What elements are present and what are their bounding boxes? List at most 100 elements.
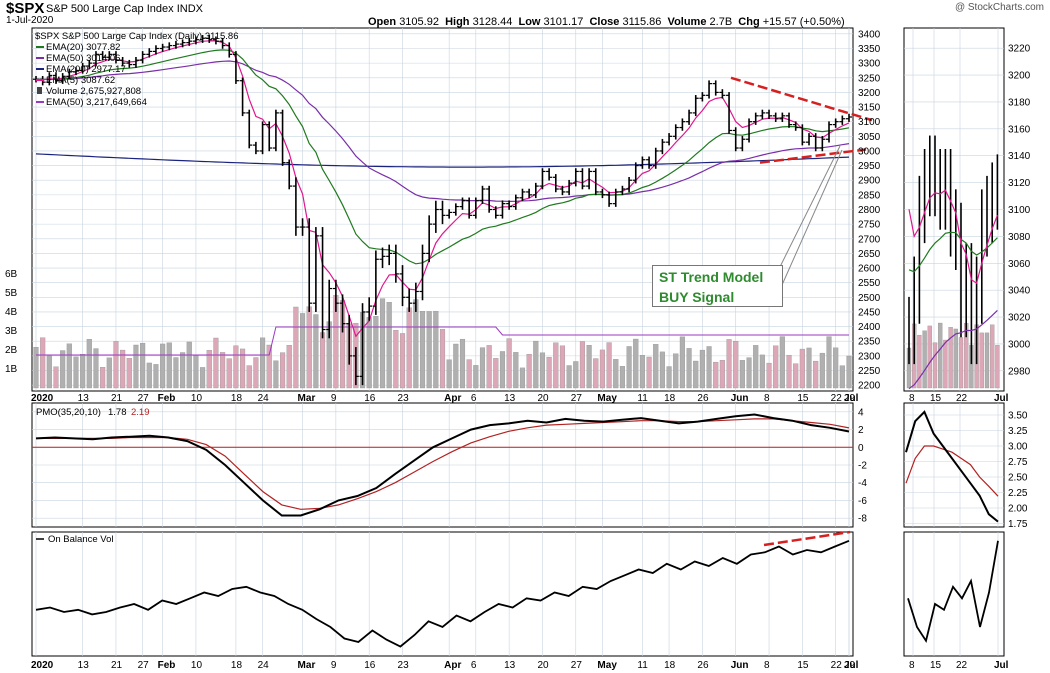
volume-bar — [559, 345, 566, 389]
volume-bar — [86, 339, 92, 389]
date-tick-label: May — [597, 660, 617, 671]
volume-bar — [539, 352, 546, 389]
volume-bar — [686, 348, 692, 389]
date-tick-label: 10 — [191, 660, 203, 671]
volume-bar — [226, 358, 232, 389]
date-tick-label: 22 — [831, 393, 843, 404]
inset-volume-bar — [938, 322, 943, 389]
inset-tick-label: 3040 — [1008, 286, 1031, 297]
volume-bar — [120, 349, 126, 389]
volume-bar — [273, 360, 279, 389]
volume-bar — [659, 351, 665, 389]
price-tick-label: 2800 — [858, 205, 881, 216]
date-tick-label: 29 — [844, 393, 856, 404]
price-tick-label: 2900 — [858, 176, 881, 187]
callout-line2: BUY Signal — [659, 289, 735, 305]
inset-volume-bar — [922, 330, 927, 389]
price-tick-label: 2550 — [858, 278, 881, 289]
volume-bar — [319, 332, 326, 389]
volume-bar — [846, 355, 852, 389]
date-tick-label: 16 — [364, 393, 376, 404]
date-tick-label: 9 — [331, 393, 337, 404]
inset-tick-label: 3140 — [1008, 151, 1031, 162]
volume-bar — [459, 338, 466, 389]
volume-bar — [499, 351, 506, 389]
volume-bar — [180, 352, 186, 389]
price-tick-label: 3400 — [858, 29, 881, 40]
pmo-tick-label: 2 — [858, 425, 864, 436]
date-tick-label: 16 — [364, 660, 376, 671]
price-legend: $SPX S&P 500 Large Cap Index (Daily) 311… — [35, 31, 239, 108]
obv-trendline — [763, 530, 851, 547]
pmo-tick-label: -8 — [858, 514, 867, 525]
obv-legend-label: On Balance Vol — [48, 534, 114, 545]
price-tick-label: 2500 — [858, 293, 881, 304]
volume-tick-label: 3B — [5, 326, 18, 337]
volume-bar — [113, 341, 119, 389]
volume-bar — [173, 357, 179, 389]
volume-bar — [599, 349, 605, 389]
price-tick-label: 3100 — [858, 117, 881, 128]
date-tick-label: 20 — [537, 660, 549, 671]
inset-volume-bar — [953, 328, 958, 389]
volume-bar — [753, 345, 759, 389]
volume-bar — [619, 366, 625, 389]
pmo-tick-label: -2 — [858, 461, 867, 472]
date-tick-label: Jun — [731, 393, 749, 404]
inset-ema50-line — [908, 309, 998, 390]
volume-bar — [439, 329, 446, 389]
volume-bar — [579, 341, 585, 389]
date-tick-label: 27 — [138, 393, 150, 404]
inset-ema20-line — [908, 231, 998, 273]
date-tick-label: 11 — [637, 660, 648, 671]
volume-tick-label: 1B — [5, 364, 18, 375]
volume-bar — [693, 360, 699, 389]
volume-bar — [713, 361, 719, 389]
inset-volume-bar — [943, 339, 948, 389]
date-tick-label: 13 — [504, 660, 516, 671]
date-tick-label: 18 — [664, 660, 676, 671]
symbol-description: S&P 500 Large Cap Index INDX — [46, 3, 203, 15]
volume-bar — [206, 350, 212, 389]
volume-bar — [566, 365, 572, 389]
inset-tick-label: 3060 — [1008, 259, 1031, 270]
price-tick-label: 2750 — [858, 220, 881, 231]
inset-pmo-tick: 2.75 — [1008, 457, 1028, 468]
inset-marks — [905, 135, 1000, 644]
date-tick-label: 27 — [138, 660, 150, 671]
volume-bar — [786, 354, 792, 389]
volume-bar — [106, 357, 112, 389]
volume-bar — [759, 354, 765, 389]
legend-volume-ema: EMA(50) 3,217,649,664 — [46, 97, 147, 108]
volume-bar — [819, 352, 825, 389]
callout-line1: ST Trend Model — [659, 269, 764, 285]
inset-pmo-signal-line — [905, 445, 999, 497]
inset-date-label: 22 — [956, 393, 968, 404]
volume-bar — [366, 317, 372, 389]
inset-tick-label: 3200 — [1008, 71, 1031, 82]
volume-bar — [766, 362, 772, 389]
date-tick-label: Jul — [844, 660, 859, 671]
date-tick-label: 8 — [764, 660, 770, 671]
date-tick-label: Apr — [444, 660, 461, 671]
pmo-legend-signal: 2.19 — [131, 407, 150, 418]
inset-date-label: Jul — [994, 393, 1009, 404]
volume-bar — [46, 355, 52, 389]
date-tick-label: 15 — [797, 393, 809, 404]
inset-volume-bar — [927, 325, 932, 389]
inset-pmo-tick: 3.50 — [1008, 411, 1028, 422]
volume-bar — [666, 366, 672, 389]
inset-volume-bar — [932, 342, 938, 389]
date-tick-label: 6 — [471, 660, 477, 671]
obv-legend: On Balance Vol — [36, 534, 114, 545]
price-tick-label: 2700 — [858, 234, 881, 245]
inset-tick-label: 3220 — [1008, 44, 1031, 55]
inset-tick-label: 3180 — [1008, 97, 1031, 108]
price-tick-label: 3000 — [858, 146, 881, 157]
inset-tick-label: 3020 — [1008, 313, 1031, 324]
quote-line: Open 3105.92 High 3128.44 Low 3101.17 Cl… — [368, 16, 845, 28]
legend-price: $SPX S&P 500 Large Cap Index (Daily) 311… — [35, 31, 239, 42]
volume-bar — [593, 358, 599, 389]
volume-bar — [806, 347, 812, 389]
date-tick-label: 22 — [831, 660, 843, 671]
